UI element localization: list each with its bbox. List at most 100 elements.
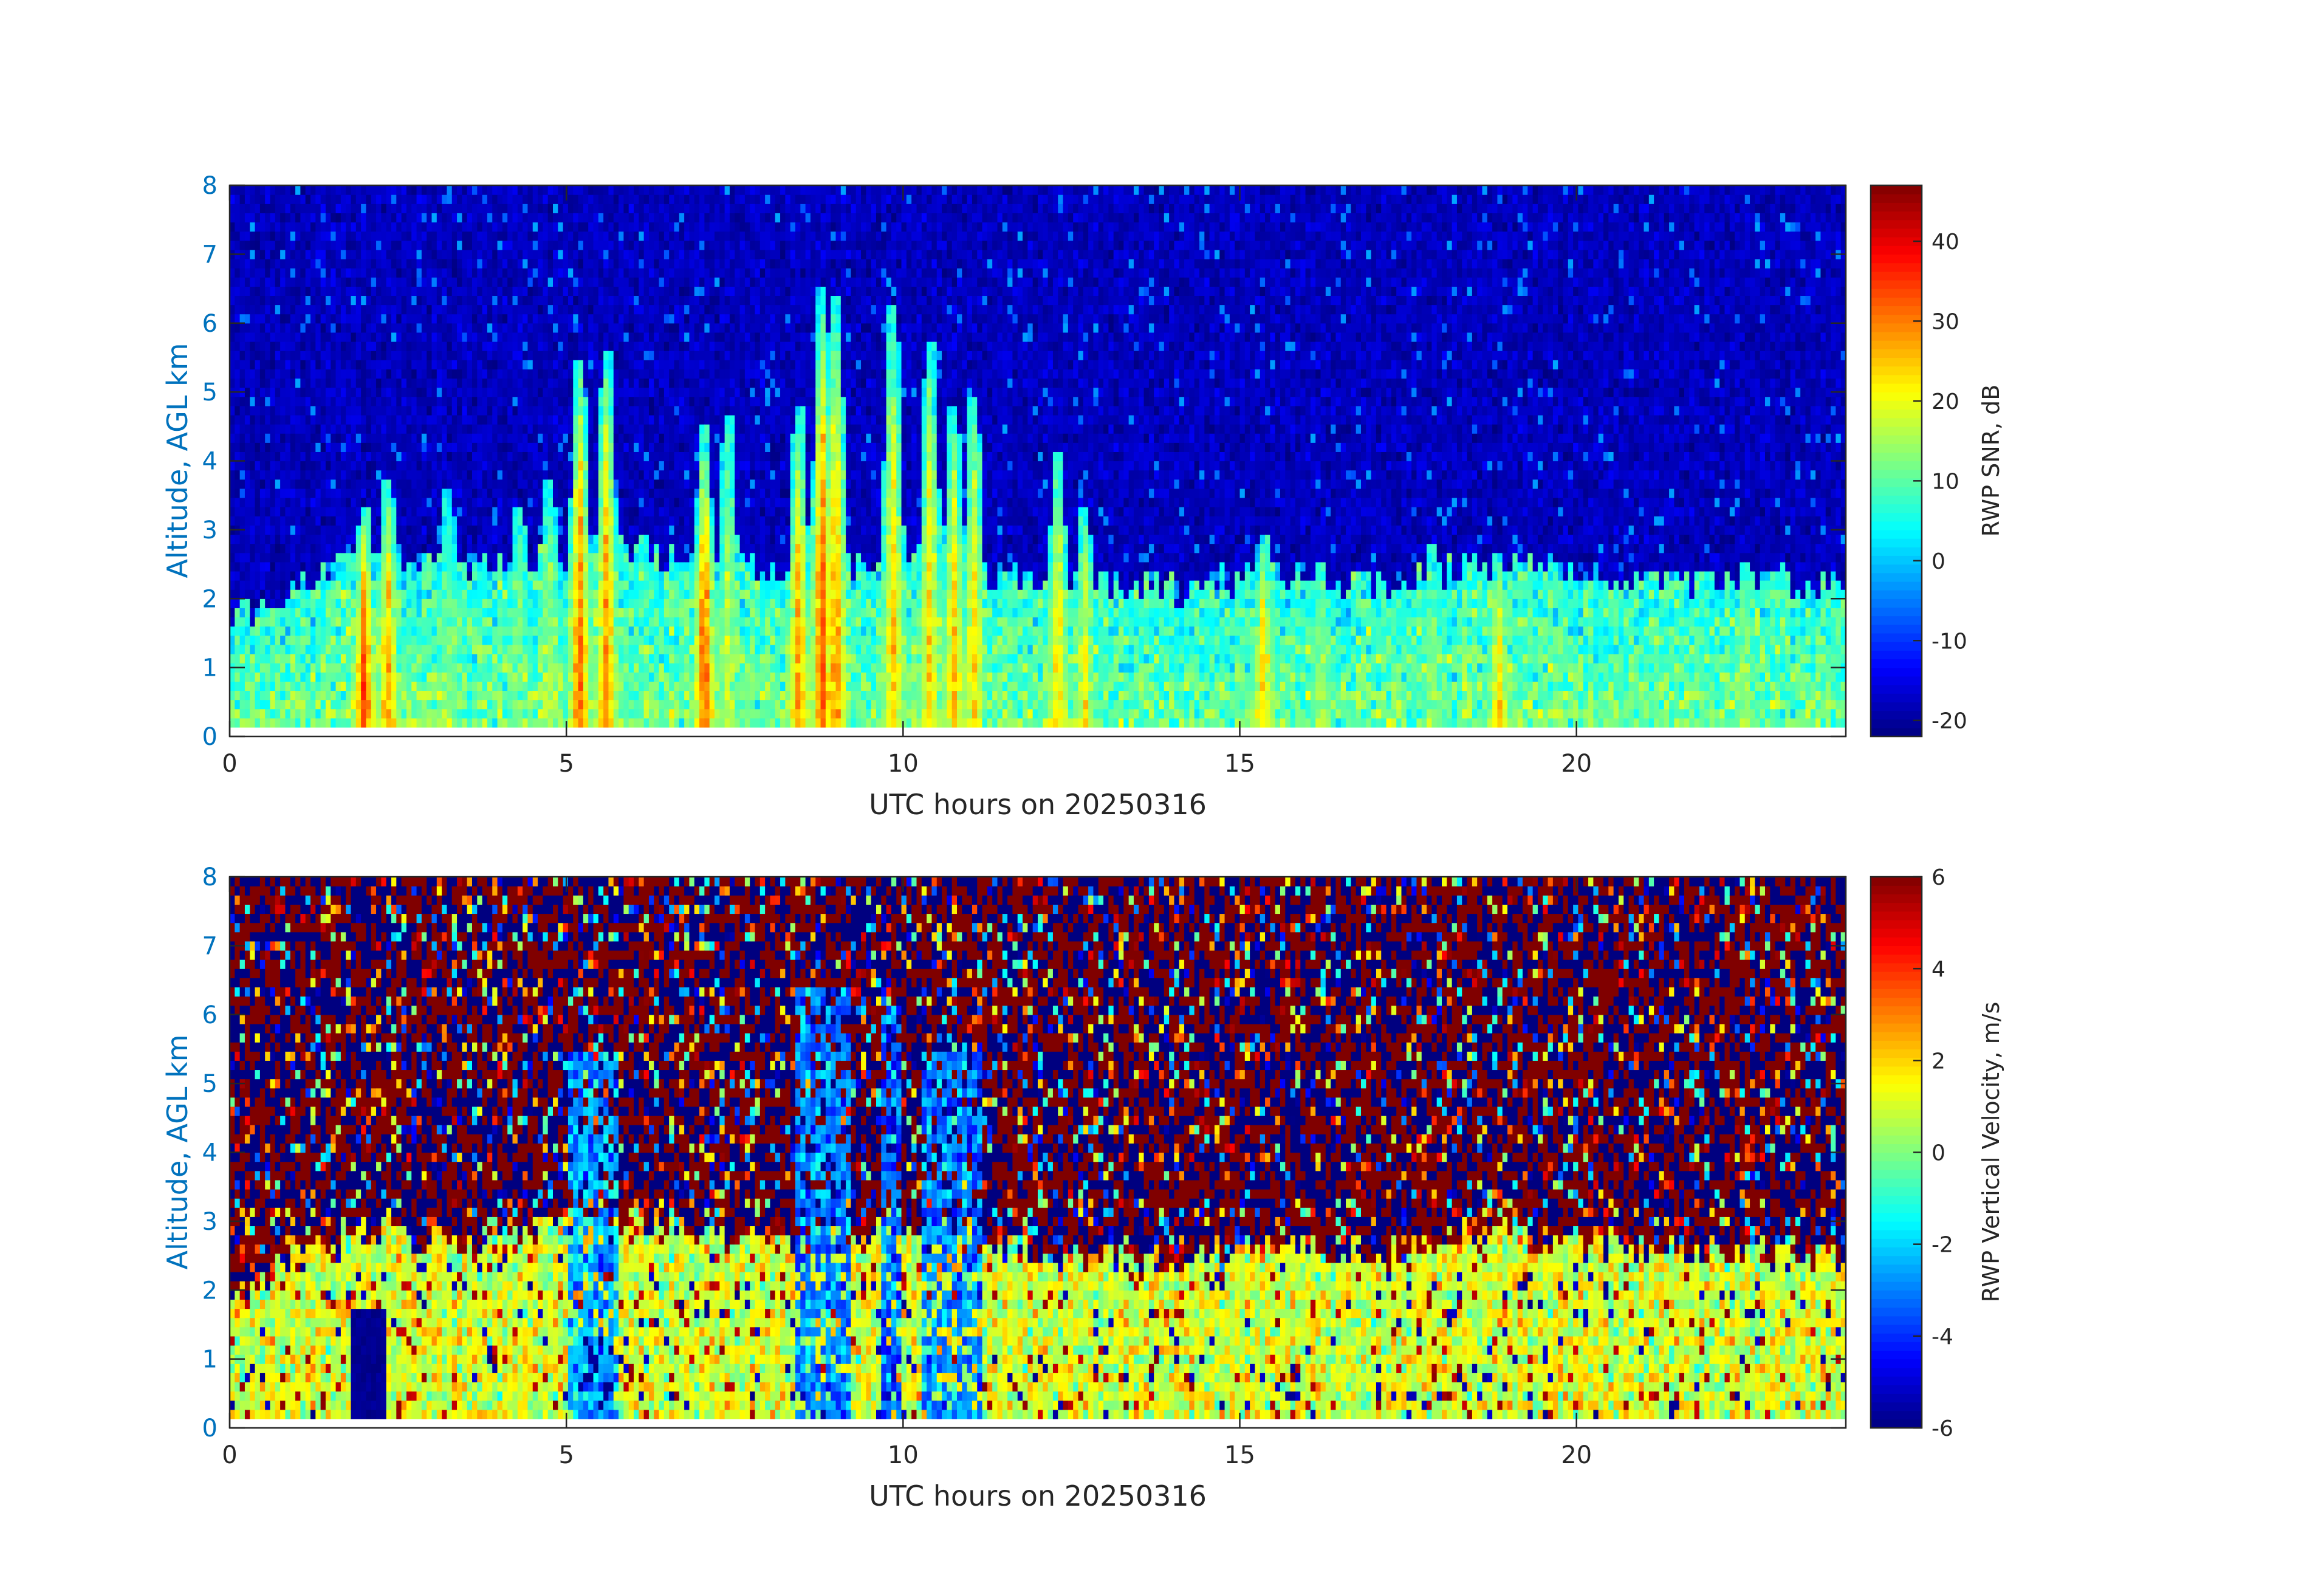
snr-cell — [235, 341, 240, 351]
snr-cell — [230, 580, 235, 590]
snr-cell — [371, 323, 377, 333]
snr-cell — [321, 608, 326, 617]
snr-cell — [265, 424, 270, 434]
snr-cell — [270, 305, 276, 315]
snr-cell — [270, 489, 276, 498]
snr-cell — [240, 378, 245, 388]
snr-cell — [381, 323, 386, 333]
snr-cell — [381, 305, 386, 315]
snr-cell — [351, 378, 357, 388]
snr-cell — [300, 498, 306, 507]
snr-cell — [351, 599, 357, 608]
snr-cell — [346, 286, 351, 296]
snr-cell — [250, 286, 255, 296]
snr-cell — [280, 286, 286, 296]
snr-cell — [331, 709, 336, 719]
snr-cell — [331, 617, 336, 626]
snr-cell — [356, 700, 362, 710]
snr-cell — [240, 351, 245, 360]
snr-cell — [326, 608, 331, 617]
snr-cell — [361, 397, 366, 406]
snr-cell — [381, 369, 386, 379]
snr-cell — [371, 461, 377, 471]
snr-cell — [336, 617, 341, 626]
snr-cell — [321, 305, 326, 315]
snr-cell — [310, 259, 316, 269]
snr-cell — [326, 681, 331, 691]
snr-cell — [391, 507, 397, 516]
snr-cell — [240, 489, 245, 498]
snr-cell — [275, 544, 281, 554]
snr-cell — [381, 709, 386, 719]
snr-cell — [381, 314, 386, 324]
snr-cell — [295, 323, 301, 333]
snr-cell — [280, 277, 286, 287]
snr-cell — [275, 295, 281, 305]
snr-cell — [381, 617, 386, 626]
snr-cell — [260, 397, 266, 406]
snr-cell — [240, 544, 245, 554]
snr-cell — [260, 241, 266, 250]
snr-cell — [376, 369, 382, 379]
snr-cell — [341, 397, 346, 406]
snr-cell — [351, 241, 357, 250]
snr-cell — [310, 213, 316, 222]
snr-cell — [356, 433, 362, 443]
snr-cell — [300, 259, 306, 269]
snr-cell — [275, 424, 281, 434]
snr-cell — [270, 534, 276, 544]
snr-cell — [361, 681, 366, 691]
snr-cell — [230, 672, 235, 682]
snr-cell — [260, 451, 266, 461]
snr-cell — [376, 406, 382, 416]
snr-cell — [356, 369, 362, 379]
snr-cell — [280, 516, 286, 526]
snr-cell — [386, 268, 392, 278]
snr-cell — [255, 341, 261, 351]
snr-cell — [245, 498, 250, 507]
snr-cell — [250, 654, 255, 664]
snr-cell — [255, 489, 261, 498]
snr-cell — [306, 397, 311, 406]
snr-cell — [371, 544, 377, 554]
snr-cell — [235, 461, 240, 471]
snr-cell — [356, 589, 362, 599]
snr-cell — [295, 397, 301, 406]
snr-cell — [351, 608, 357, 617]
snr-cell — [341, 314, 346, 324]
snr-cell — [386, 222, 392, 232]
snr-cell — [240, 213, 245, 222]
snr-cell — [331, 626, 336, 636]
snr-cell — [346, 507, 351, 516]
snr-cell — [285, 424, 290, 434]
snr-cell — [275, 718, 281, 728]
snr-cell — [285, 351, 290, 360]
snr-cell — [250, 681, 255, 691]
snr-cell — [280, 241, 286, 250]
snr-cell — [366, 672, 371, 682]
snr-cell — [386, 645, 392, 654]
snr-cell — [381, 286, 386, 296]
snr-cell — [326, 626, 331, 636]
snr-cell — [315, 608, 321, 617]
snr-cell — [386, 241, 392, 250]
snr-cell — [386, 232, 392, 241]
snr-cell — [351, 663, 357, 673]
snr-cell — [235, 360, 240, 369]
snr-cell — [351, 571, 357, 581]
snr-cell — [376, 690, 382, 700]
snr-cell — [245, 690, 250, 700]
snr-cell — [336, 185, 341, 195]
snr-cell — [285, 562, 290, 572]
snr-cell — [310, 369, 316, 379]
snr-cell — [386, 406, 392, 416]
snr-cell — [310, 672, 316, 682]
snr-cell — [275, 442, 281, 452]
snr-cell — [310, 250, 316, 259]
snr-cell — [386, 516, 392, 526]
snr-cell — [295, 599, 301, 608]
snr-cell — [285, 397, 290, 406]
snr-cell — [310, 470, 316, 480]
snr-cell — [326, 525, 331, 535]
snr-cell — [376, 580, 382, 590]
